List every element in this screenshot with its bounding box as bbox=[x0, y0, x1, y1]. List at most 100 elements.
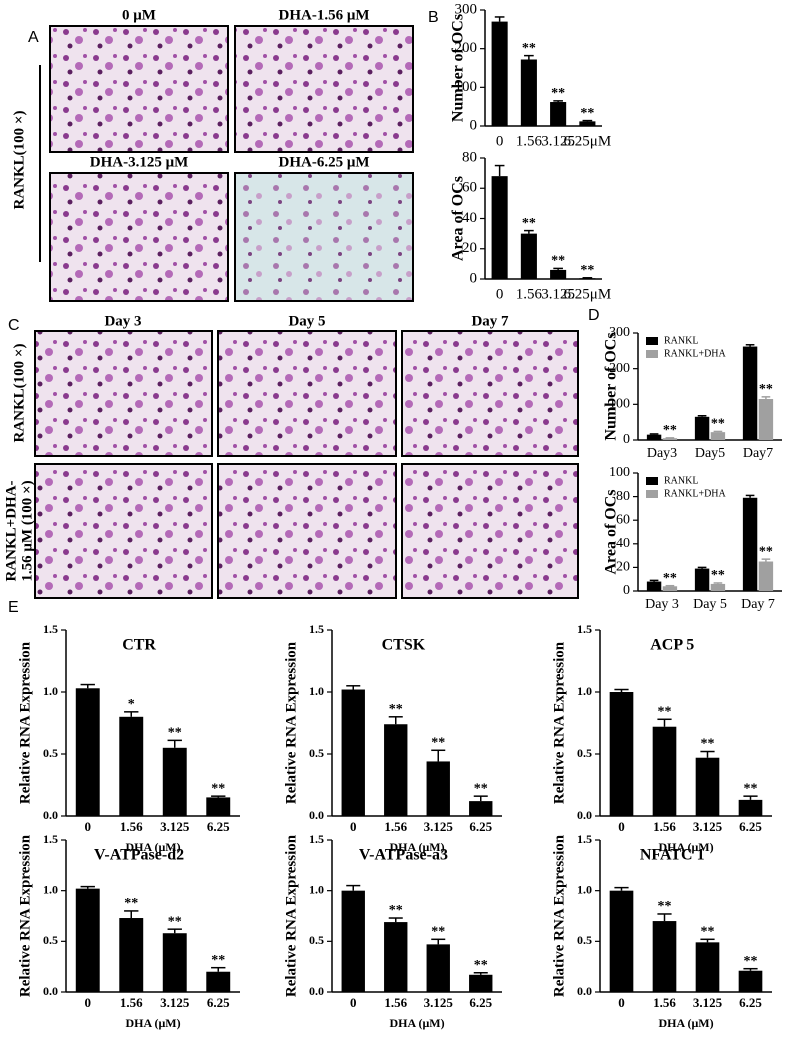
micrograph bbox=[34, 330, 213, 457]
bar bbox=[491, 21, 508, 127]
x-tick-label: Day 5 bbox=[693, 597, 727, 612]
x-tick-label: 6.25 bbox=[739, 819, 762, 834]
legend-label: RANKL+DHA bbox=[664, 488, 727, 499]
micrograph bbox=[234, 25, 414, 153]
x-tick-label: 0 bbox=[496, 286, 504, 302]
y-tick-label: 0.0 bbox=[577, 984, 592, 998]
image-title: DHA-6.25 μM bbox=[279, 154, 370, 170]
y-tick-label: 1.5 bbox=[309, 622, 324, 636]
x-tick-label: 1.56 bbox=[653, 995, 676, 1010]
legend-swatch bbox=[646, 477, 658, 485]
x-tick-label: 6.25μM bbox=[564, 133, 612, 149]
y-tick-label: 0.5 bbox=[309, 746, 324, 760]
y-tick-label: 1.0 bbox=[577, 882, 592, 896]
chart-title: NFATC 1 bbox=[640, 847, 705, 864]
y-tick-label: 0 bbox=[470, 270, 478, 286]
x-tick-label: 6.25 bbox=[469, 819, 492, 834]
y-tick-label: 100 bbox=[609, 465, 630, 480]
x-tick-label: 0 bbox=[618, 819, 625, 834]
significance: ** bbox=[759, 544, 773, 559]
bar bbox=[710, 583, 726, 591]
x-tick-label: Day 3 bbox=[645, 597, 679, 612]
legend-swatch bbox=[646, 337, 658, 345]
y-tick-label: 0.0 bbox=[43, 808, 58, 822]
y-tick-label: 0.0 bbox=[577, 808, 592, 822]
bar bbox=[550, 102, 567, 126]
y-tick-label: 200 bbox=[455, 40, 478, 56]
bar bbox=[609, 890, 634, 992]
bar bbox=[75, 688, 100, 816]
image-title: Day 5 bbox=[288, 313, 325, 329]
bar bbox=[742, 497, 758, 591]
x-tick-label: 3.125 bbox=[424, 819, 454, 834]
bar bbox=[738, 970, 763, 992]
bar bbox=[119, 716, 144, 816]
x-tick-label: 1.56 bbox=[384, 995, 407, 1010]
x-tick-label: 1.56 bbox=[516, 286, 543, 302]
y-tick-label: 0 bbox=[470, 117, 478, 133]
y-axis-label: Number of OCs bbox=[450, 14, 467, 122]
x-tick-label: 0 bbox=[350, 995, 357, 1010]
bar bbox=[119, 918, 144, 992]
x-tick-label: Day 7 bbox=[741, 597, 775, 612]
panel-label: E bbox=[8, 599, 19, 616]
significance: ** bbox=[658, 704, 672, 719]
significance: ** bbox=[711, 417, 725, 432]
x-tick-label: 3.125 bbox=[424, 995, 454, 1010]
x-tick-label: 6.25 bbox=[207, 995, 230, 1010]
panel-c: C Day 3 Day 5 Day 7 RANKL(100 ×) RANKL+D… bbox=[3, 313, 579, 599]
bar bbox=[520, 233, 537, 279]
bar bbox=[384, 724, 408, 816]
micrograph bbox=[49, 25, 229, 153]
significance: ** bbox=[389, 903, 403, 918]
bar bbox=[662, 438, 678, 440]
x-tick-label: 0 bbox=[496, 133, 504, 149]
x-tick-label: Day3 bbox=[647, 446, 677, 461]
y-tick-label: 1.0 bbox=[309, 684, 324, 698]
bar bbox=[742, 346, 758, 440]
y-axis-label: Relative RNA Expression bbox=[283, 641, 299, 804]
bar bbox=[710, 432, 726, 440]
x-axis-label: DHA (μM) bbox=[658, 840, 713, 854]
x-tick-label: 6.25 bbox=[469, 995, 492, 1010]
y-tick-label: 1.5 bbox=[577, 622, 592, 636]
legend-label: RANKL bbox=[664, 475, 698, 486]
bar bbox=[162, 933, 187, 992]
y-tick-label: 1.5 bbox=[577, 832, 592, 846]
significance: ** bbox=[389, 702, 403, 717]
y-axis-label: Area of OCs bbox=[450, 176, 467, 261]
y-tick-label: 60 bbox=[462, 180, 477, 196]
row-label: RANKL(100 ×) bbox=[11, 344, 27, 443]
x-tick-label: Day5 bbox=[695, 446, 725, 461]
y-axis-label: Relative RNA Expression bbox=[283, 834, 299, 997]
bar bbox=[206, 971, 231, 992]
x-tick-label: 0 bbox=[85, 819, 92, 834]
x-tick-label: 3.125 bbox=[693, 819, 723, 834]
bar bbox=[206, 797, 231, 816]
bar bbox=[695, 757, 720, 816]
y-axis-label: Area of OCs bbox=[603, 489, 620, 574]
y-tick-label: 20 bbox=[462, 240, 477, 256]
x-tick-label: 1.56 bbox=[516, 133, 543, 149]
y-tick-label: 0 bbox=[623, 432, 630, 447]
significance: ** bbox=[759, 382, 773, 397]
y-axis-label: Relative RNA Expression bbox=[17, 834, 33, 997]
row-label: RANKL+DHA- bbox=[3, 480, 19, 581]
y-axis-label: Relative RNA Expression bbox=[17, 641, 33, 804]
panel-label: C bbox=[8, 317, 20, 334]
x-tick-label: 3.125 bbox=[160, 995, 190, 1010]
panel-label: A bbox=[28, 29, 39, 46]
x-tick-label: 0 bbox=[618, 995, 625, 1010]
x-axis-label: DHA (μM) bbox=[389, 840, 444, 854]
bar bbox=[758, 561, 774, 591]
bar bbox=[652, 726, 677, 816]
y-axis-label: Relative RNA Expression bbox=[551, 834, 567, 997]
y-tick-label: 1.0 bbox=[43, 684, 58, 698]
bar bbox=[738, 799, 763, 816]
bar bbox=[646, 434, 662, 440]
y-axis-label: Number of OCs bbox=[603, 332, 620, 440]
image-title: DHA-3.125 μM bbox=[90, 154, 189, 170]
significance: ** bbox=[211, 781, 225, 796]
x-tick-label: 6.25 bbox=[739, 995, 762, 1010]
y-tick-label: 80 bbox=[462, 149, 477, 165]
